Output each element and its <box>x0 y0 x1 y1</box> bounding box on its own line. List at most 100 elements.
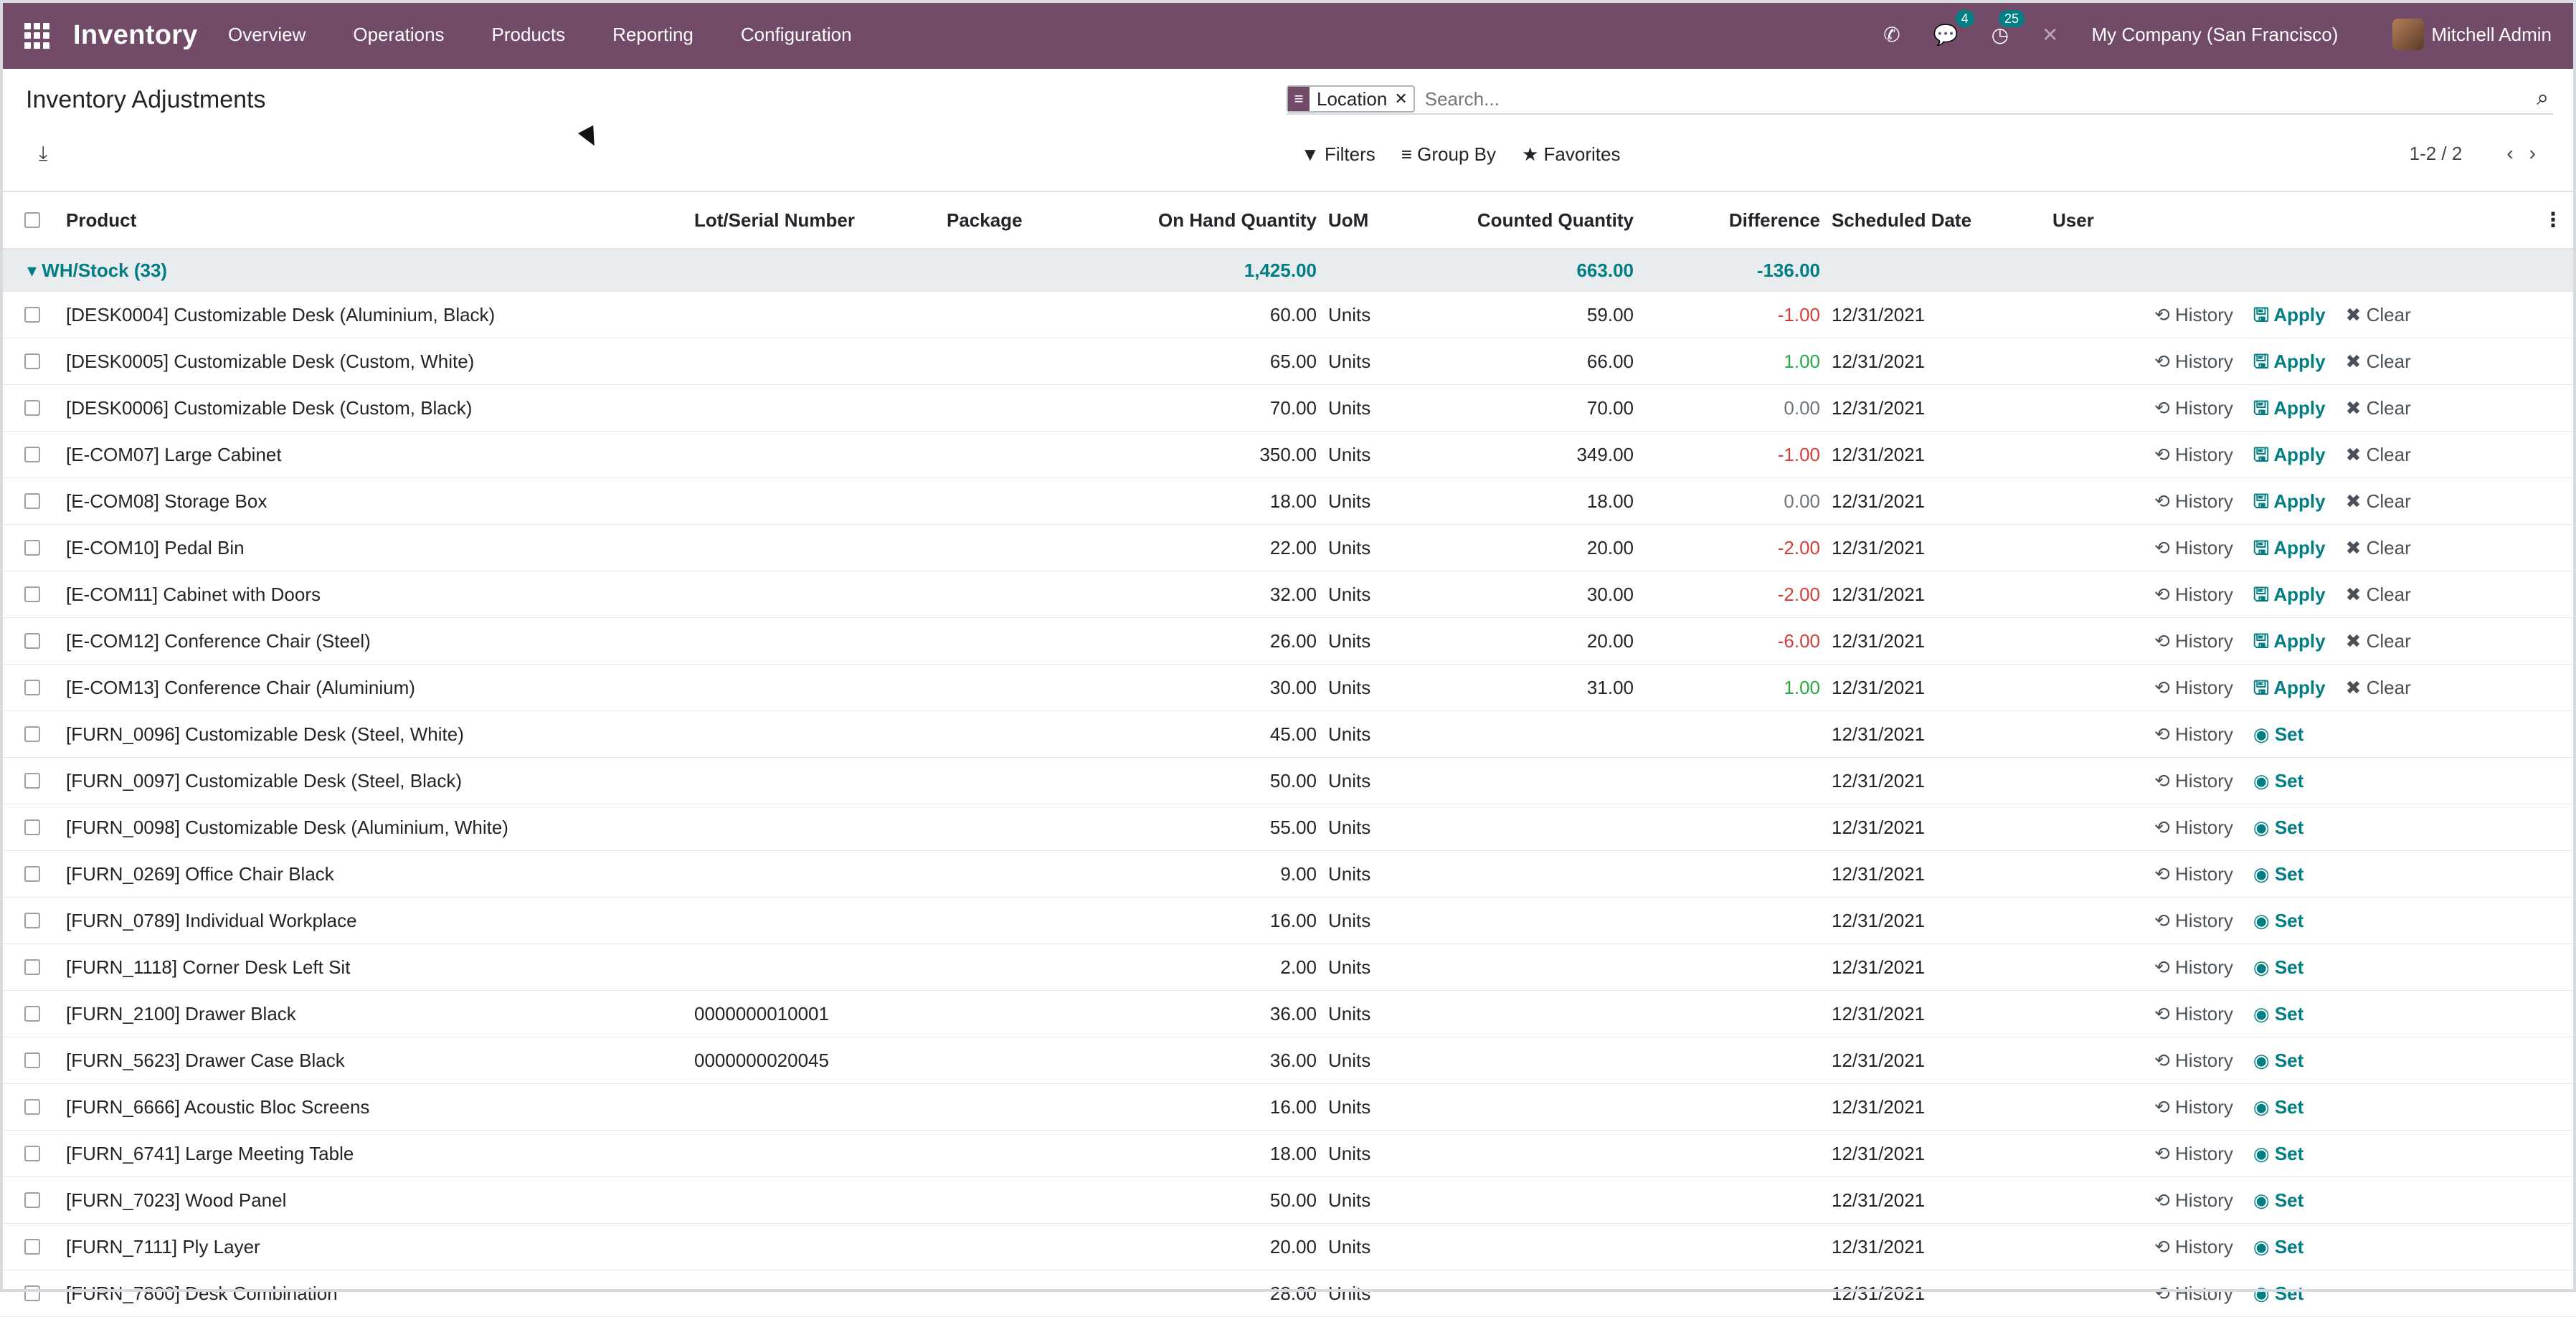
date-cell[interactable]: 12/31/2021 <box>1832 1283 1926 1304</box>
date-cell[interactable]: 12/31/2021 <box>1832 723 1926 745</box>
history-button[interactable]: ⟲ History <box>2154 910 2233 931</box>
product-cell[interactable]: [FURN_7800] Desk Combination <box>66 1283 338 1304</box>
date-cell[interactable]: 12/31/2021 <box>1832 1189 1926 1211</box>
product-cell[interactable]: [FURN_6666] Acoustic Bloc Screens <box>66 1096 370 1118</box>
set-button[interactable]: ◉ Set <box>2253 863 2304 885</box>
history-button[interactable]: ⟲ History <box>2154 490 2233 512</box>
table-row[interactable]: [DESK0004] Customizable Desk (Aluminium,… <box>0 292 2576 338</box>
user-menu[interactable]: Mitchell Admin <box>2392 19 2552 50</box>
apps-menu-icon[interactable] <box>24 23 50 49</box>
apply-button[interactable]: 🖫 Apply <box>2253 584 2326 605</box>
counted-cell[interactable]: 349.00 <box>1576 444 1634 465</box>
search-input[interactable] <box>1423 87 2502 111</box>
select-all-checkbox[interactable] <box>24 212 40 228</box>
product-cell[interactable]: [E-COM12] Conference Chair (Steel) <box>66 630 371 652</box>
history-button[interactable]: ⟲ History <box>2154 537 2233 558</box>
date-cell[interactable]: 12/31/2021 <box>1832 817 1926 838</box>
product-cell[interactable]: [E-COM10] Pedal Bin <box>66 537 245 558</box>
apply-button[interactable]: 🖫 Apply <box>2253 304 2326 325</box>
header-on-hand[interactable]: On Hand Quantity <box>1158 209 1317 231</box>
date-cell[interactable]: 12/31/2021 <box>1832 397 1926 419</box>
row-checkbox[interactable] <box>24 1006 40 1022</box>
table-row[interactable]: [FURN_0096] Customizable Desk (Steel, Wh… <box>0 711 2576 758</box>
company-switcher[interactable]: My Company (San Francisco) <box>2091 23 2339 45</box>
date-cell[interactable]: 12/31/2021 <box>1832 1003 1926 1024</box>
set-button[interactable]: ◉ Set <box>2253 1236 2304 1257</box>
date-cell[interactable]: 12/31/2021 <box>1832 1236 1926 1257</box>
history-button[interactable]: ⟲ History <box>2154 1143 2233 1164</box>
clear-button[interactable]: ✖ Clear <box>2345 677 2411 698</box>
table-row[interactable]: [FURN_0269] Office Chair Black 9.00 Units 1… <box>0 851 2576 898</box>
filters-button[interactable]: ▼ Filters <box>1301 143 1375 165</box>
product-cell[interactable]: [FURN_5623] Drawer Case Black <box>66 1050 345 1071</box>
download-icon[interactable]: ⤓ <box>39 142 48 164</box>
group-row[interactable]: ▾ WH/Stock (33) 1,425.00 663.00 -136.00 <box>0 249 2576 292</box>
header-uom[interactable]: UoM <box>1328 209 1369 231</box>
chevron-left-icon[interactable]: ‹ <box>2506 142 2514 164</box>
clear-button[interactable]: ✖ Clear <box>2345 304 2411 325</box>
row-checkbox[interactable] <box>24 959 40 975</box>
history-button[interactable]: ⟲ History <box>2154 770 2233 791</box>
row-checkbox[interactable] <box>24 307 40 323</box>
table-row[interactable]: [FURN_5623] Drawer Case Black 00000000200… <box>0 1037 2576 1084</box>
activity-clock-icon[interactable]: ◷ 25 <box>1992 9 2025 47</box>
header-package[interactable]: Package <box>947 209 1023 231</box>
table-row[interactable]: [FURN_6741] Large Meeting Table 18.00 Unit… <box>0 1131 2576 1177</box>
set-button[interactable]: ◉ Set <box>2253 770 2304 791</box>
set-button[interactable]: ◉ Set <box>2253 1143 2304 1164</box>
date-cell[interactable]: 12/31/2021 <box>1832 956 1926 978</box>
group-by-button[interactable]: ≡ Group By <box>1401 143 1496 165</box>
favorites-button[interactable]: ★ Favorites <box>1521 143 1621 165</box>
product-cell[interactable]: [DESK0004] Customizable Desk (Aluminium,… <box>66 304 496 325</box>
row-checkbox[interactable] <box>24 726 40 742</box>
product-cell[interactable]: [FURN_7023] Wood Panel <box>66 1189 287 1211</box>
date-cell[interactable]: 12/31/2021 <box>1832 770 1926 791</box>
counted-cell[interactable]: 59.00 <box>1586 304 1634 325</box>
apply-button[interactable]: 🖫 Apply <box>2253 490 2326 512</box>
row-checkbox[interactable] <box>24 353 40 369</box>
phone-icon[interactable]: ✆ <box>1883 23 1900 46</box>
counted-cell[interactable]: 20.00 <box>1586 537 1634 558</box>
table-row[interactable]: [FURN_0098] Customizable Desk (Aluminium… <box>0 804 2576 851</box>
set-button[interactable]: ◉ Set <box>2253 956 2304 978</box>
history-button[interactable]: ⟲ History <box>2154 1236 2233 1257</box>
header-user[interactable]: User <box>2052 209 2094 231</box>
menu-overview[interactable]: Overview <box>228 23 306 45</box>
row-checkbox[interactable] <box>24 586 40 602</box>
history-button[interactable]: ⟲ History <box>2154 304 2233 325</box>
table-row[interactable]: [FURN_7800] Desk Combination 28.00 Units 12… <box>0 1270 2576 1317</box>
set-button[interactable]: ◉ Set <box>2253 1096 2304 1118</box>
counted-cell[interactable]: 30.00 <box>1586 584 1634 605</box>
table-row[interactable]: [DESK0005] Customizable Desk (Custom, Wh… <box>0 338 2576 385</box>
table-row[interactable]: [E-COM12] Conference Chair (Steel) 26.00 U… <box>0 618 2576 665</box>
table-row[interactable]: [FURN_2100] Drawer Black 0000000010001 36.… <box>0 991 2576 1037</box>
remove-facet-icon[interactable]: ✕ <box>1394 90 1408 108</box>
history-button[interactable]: ⟲ History <box>2154 1283 2233 1304</box>
product-cell[interactable]: [FURN_7111] Ply Layer <box>66 1236 260 1257</box>
table-row[interactable]: [FURN_0789] Individual Workplace 16.00 Uni… <box>0 898 2576 944</box>
search-icon[interactable]: ⌕ <box>2537 86 2549 110</box>
row-checkbox[interactable] <box>24 447 40 462</box>
counted-cell[interactable]: 70.00 <box>1586 397 1634 419</box>
date-cell[interactable]: 12/31/2021 <box>1832 537 1926 558</box>
date-cell[interactable]: 12/31/2021 <box>1832 1143 1926 1164</box>
date-cell[interactable]: 12/31/2021 <box>1832 630 1926 652</box>
header-product[interactable]: Product <box>66 209 137 231</box>
history-button[interactable]: ⟲ History <box>2154 723 2233 745</box>
row-checkbox[interactable] <box>24 680 40 695</box>
product-cell[interactable]: [FURN_0097] Customizable Desk (Steel, Bl… <box>66 770 462 791</box>
apply-button[interactable]: 🖫 Apply <box>2253 677 2326 698</box>
clear-button[interactable]: ✖ Clear <box>2345 444 2411 465</box>
date-cell[interactable]: 12/31/2021 <box>1832 677 1926 698</box>
menu-operations[interactable]: Operations <box>353 23 445 45</box>
product-cell[interactable]: [DESK0005] Customizable Desk (Custom, Wh… <box>66 351 475 372</box>
row-checkbox[interactable] <box>24 1192 40 1208</box>
table-row[interactable]: [E-COM11] Cabinet with Doors 32.00 Units 30… <box>0 571 2576 618</box>
date-cell[interactable]: 12/31/2021 <box>1832 351 1926 372</box>
clear-button[interactable]: ✖ Clear <box>2345 490 2411 512</box>
row-checkbox[interactable] <box>24 633 40 649</box>
header-date[interactable]: Scheduled Date <box>1832 209 1972 231</box>
apply-button[interactable]: 🖫 Apply <box>2253 537 2326 558</box>
history-button[interactable]: ⟲ History <box>2154 1003 2233 1024</box>
history-button[interactable]: ⟲ History <box>2154 817 2233 838</box>
